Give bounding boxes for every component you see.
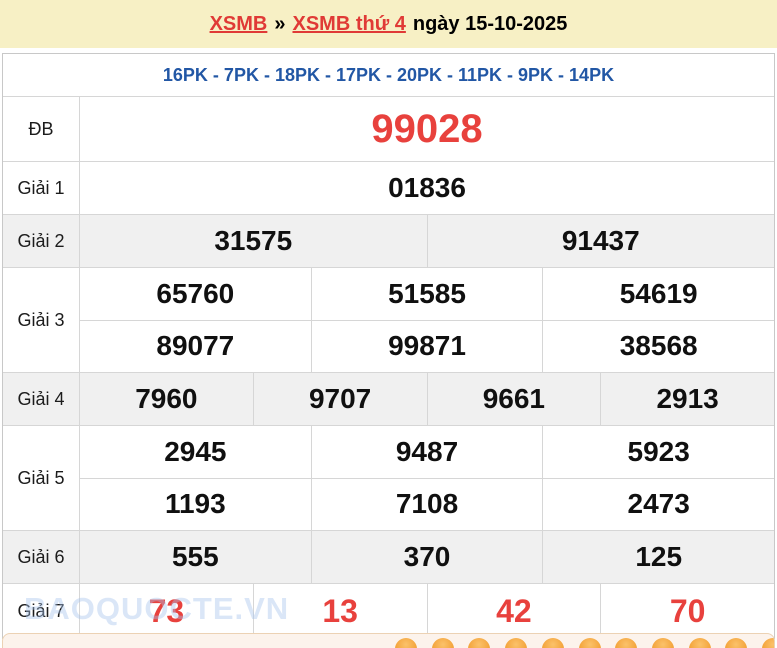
lotto-ball-icon bbox=[615, 638, 638, 648]
prize-value: 51585 bbox=[312, 268, 544, 320]
prize-value: 99028 bbox=[371, 106, 483, 151]
lotto-ball-icon bbox=[505, 638, 528, 648]
results-table: 16PK - 7PK - 18PK - 17PK - 20PK - 11PK -… bbox=[2, 53, 775, 639]
prize-value: 99871 bbox=[312, 320, 544, 372]
prize-label-3: Giải 3 bbox=[3, 268, 80, 372]
prize-value: 7960 bbox=[80, 373, 254, 425]
lotto-ball-icon bbox=[468, 638, 491, 648]
prize-value: 1193 bbox=[80, 478, 312, 530]
lotto-ball-icon bbox=[688, 638, 711, 648]
prize-row-7: Giải 7 73 13 42 70 bbox=[3, 584, 774, 638]
title-bar: XSMB » XSMB thứ 4 ngày 15-10-2025 bbox=[0, 0, 777, 48]
prize-row-2: Giải 2 31575 91437 bbox=[3, 215, 774, 268]
prize-value: 31575 bbox=[80, 215, 428, 267]
prize-value: 125 bbox=[635, 541, 683, 572]
prize-value: 91437 bbox=[561, 225, 640, 256]
prize-value: 89077 bbox=[80, 320, 312, 372]
prize-subrow: 2945 9487 5923 bbox=[80, 426, 774, 479]
prize-label-4: Giải 4 bbox=[3, 373, 80, 425]
prize-value: 2473 bbox=[627, 488, 690, 520]
prize-row-6: Giải 6 555 370 125 bbox=[3, 531, 774, 584]
prize-subrow: 65760 51585 54619 bbox=[80, 268, 774, 321]
prize-value: 73 bbox=[80, 584, 254, 638]
prize-subrow: 1193 7108 2473 bbox=[80, 478, 774, 530]
prize-value: 65760 bbox=[80, 268, 312, 320]
prize-subrow: 89077 99871 38568 bbox=[80, 320, 774, 372]
prize-label-2: Giải 2 bbox=[3, 215, 80, 267]
prize-row-3: Giải 3 65760 51585 54619 89077 99871 385… bbox=[3, 268, 774, 373]
lotto-ball-icon bbox=[395, 638, 417, 648]
lotto-ball-icon bbox=[578, 638, 601, 648]
prize-row-1: Giải 1 01836 bbox=[3, 162, 774, 215]
prize-value: 9707 bbox=[254, 373, 428, 425]
lotto-ball-icon bbox=[431, 638, 454, 648]
lotto-ball-icon bbox=[762, 638, 774, 648]
prize-row-db: ĐB 99028 bbox=[3, 97, 774, 162]
title-date: ngày 15-10-2025 bbox=[412, 12, 568, 35]
prize-value: 2945 bbox=[80, 426, 312, 478]
pk-header-text: 16PK - 7PK - 18PK - 17PK - 20PK - 11PK -… bbox=[162, 64, 615, 85]
prize-value: 2913 bbox=[656, 383, 719, 414]
xsmb-day-link[interactable]: XSMB thứ 4 bbox=[292, 12, 406, 35]
prize-value: 9487 bbox=[312, 426, 544, 478]
prize-value: 370 bbox=[312, 531, 544, 583]
pk-header-row: 16PK - 7PK - 18PK - 17PK - 20PK - 11PK -… bbox=[3, 54, 774, 97]
prize-label-1: Giải 1 bbox=[3, 162, 80, 214]
prize-row-5: Giải 5 2945 9487 5923 1193 7108 2473 bbox=[3, 426, 774, 531]
breadcrumb-separator: » bbox=[274, 12, 286, 35]
prize-label-7: Giải 7 bbox=[3, 584, 80, 638]
prize-value: 70 bbox=[669, 592, 706, 629]
lotto-ball-icon bbox=[725, 638, 748, 648]
prize-label-6: Giải 6 bbox=[3, 531, 80, 583]
prize-value: 54619 bbox=[619, 277, 698, 309]
prize-value: 5923 bbox=[627, 435, 690, 467]
prize-value: 38568 bbox=[619, 330, 698, 362]
prize-row-4: Giải 4 7960 9707 9661 2913 bbox=[3, 373, 774, 426]
lotto-ball-icon bbox=[541, 638, 564, 648]
prize-value: 01836 bbox=[388, 172, 466, 203]
prize-label-db: ĐB bbox=[3, 97, 80, 161]
prize-value: 13 bbox=[254, 584, 428, 638]
prize-value: 9661 bbox=[428, 373, 602, 425]
lotto-ball-icon bbox=[651, 638, 674, 648]
prize-value: 7108 bbox=[312, 478, 544, 530]
xsmb-link[interactable]: XSMB bbox=[209, 12, 268, 35]
prize-value: 555 bbox=[80, 531, 312, 583]
prize-value: 42 bbox=[428, 584, 602, 638]
prize-label-5: Giải 5 bbox=[3, 426, 80, 530]
